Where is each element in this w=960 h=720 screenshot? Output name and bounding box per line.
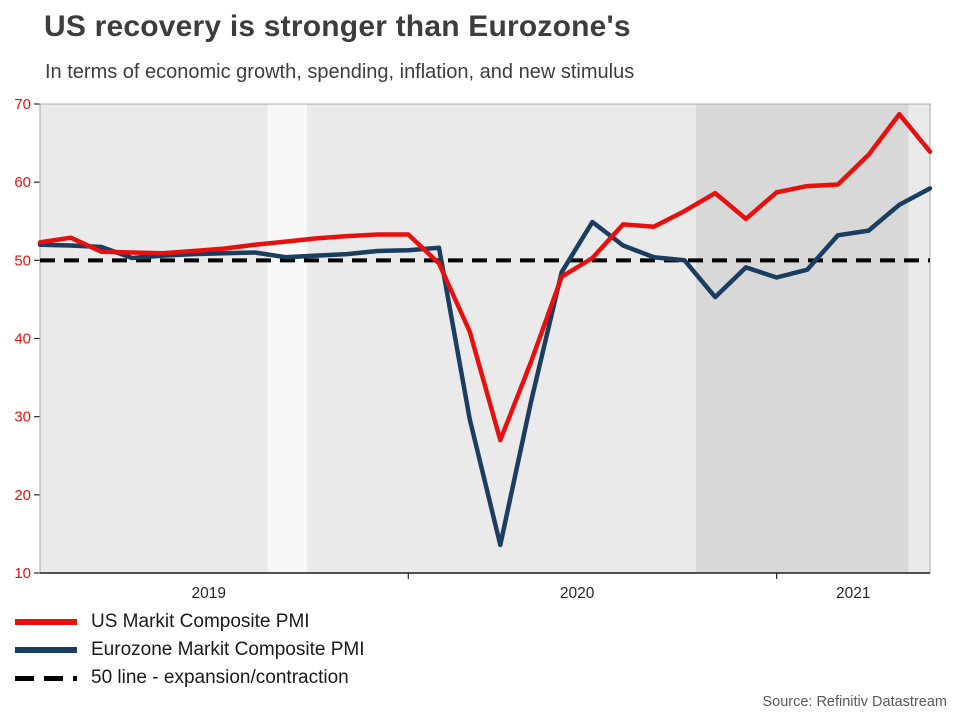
legend-label-threshold: 50 line - expansion/contraction: [91, 667, 349, 688]
background-band: [307, 104, 696, 573]
x-tick-label: 2021: [836, 585, 870, 602]
x-tick-label: 2019: [192, 585, 226, 602]
chart-legend: US Markit Composite PMI Eurozone Markit …: [15, 608, 365, 692]
y-tick-label: 70: [14, 96, 31, 113]
y-tick-label: 50: [14, 252, 31, 269]
background-band: [908, 104, 930, 573]
y-tick-label: 30: [14, 409, 31, 426]
page-title: US recovery is stronger than Eurozone's: [44, 10, 631, 43]
background-band: [695, 104, 909, 573]
y-tick-label: 10: [14, 565, 31, 582]
legend-label-eurozone-pmi: Eurozone Markit Composite PMI: [91, 639, 365, 660]
y-tick-label: 20: [14, 487, 31, 504]
y-tick-label: 60: [14, 174, 31, 191]
source-note: Source: Refinitiv Datastream: [762, 694, 947, 710]
legend-item-eurozone-pmi: Eurozone Markit Composite PMI: [15, 636, 365, 664]
background-band: [267, 104, 307, 573]
page-subtitle: In terms of economic growth, spending, i…: [45, 61, 635, 83]
threshold-line-swatch: [15, 675, 77, 681]
legend-item-us-pmi: US Markit Composite PMI: [15, 608, 365, 636]
eurozone-line-swatch: [15, 647, 77, 653]
eurozone-markit-composite-pmi-line: [37, 186, 933, 548]
background-band: [40, 104, 268, 573]
legend-item-threshold: 50 line - expansion/contraction: [15, 664, 365, 692]
y-tick-label: 40: [14, 331, 31, 348]
us-markit-composite-pmi-line: [37, 111, 933, 443]
x-tick-label: 2020: [560, 585, 595, 602]
us-line-swatch: [15, 619, 77, 625]
legend-label-us-pmi: US Markit Composite PMI: [91, 611, 310, 632]
